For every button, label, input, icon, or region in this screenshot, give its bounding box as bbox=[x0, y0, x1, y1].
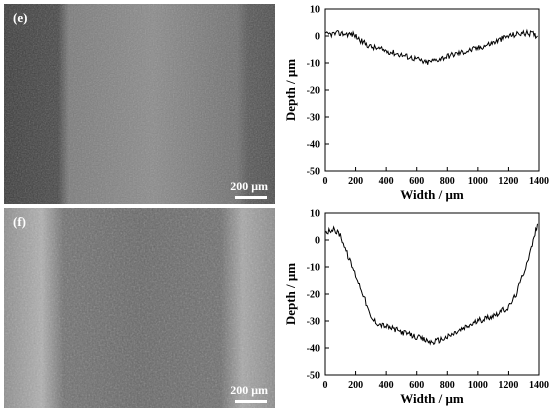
x-tick-label: 1000 bbox=[468, 380, 488, 391]
y-tick-label: -40 bbox=[307, 344, 320, 355]
y-tick-label: 0 bbox=[315, 236, 320, 247]
plot-frame bbox=[324, 212, 540, 376]
x-tick-label: 1000 bbox=[468, 176, 488, 187]
y-tick-label: -10 bbox=[307, 263, 320, 274]
scale-bar-f bbox=[235, 400, 267, 403]
depth-profile-line bbox=[324, 223, 538, 346]
y-axis-label: Depth / μm bbox=[283, 263, 298, 325]
panel-label-f: (f) bbox=[13, 214, 26, 229]
y-tick-label: -50 bbox=[307, 371, 320, 382]
depth-profile-line bbox=[324, 28, 538, 65]
y-tick-label: -10 bbox=[307, 59, 320, 70]
x-tick-label: 600 bbox=[409, 176, 424, 187]
y-tick-label: -20 bbox=[307, 86, 320, 97]
scale-bar-label-e: 200 μm bbox=[230, 179, 268, 193]
sem-image-e: (e) 200 μm bbox=[4, 4, 275, 204]
x-tick-label: 0 bbox=[323, 380, 328, 391]
y-axis-label: Depth / μm bbox=[283, 59, 298, 121]
y-tick-label: 0 bbox=[315, 32, 320, 43]
x-tick-label: 1200 bbox=[498, 380, 518, 391]
x-tick-label: 400 bbox=[379, 380, 394, 391]
y-tick-label: 10 bbox=[310, 209, 320, 220]
x-tick-label: 200 bbox=[348, 176, 363, 187]
x-tick-label: 800 bbox=[440, 176, 455, 187]
y-tick-label: -20 bbox=[307, 290, 320, 301]
sem-micrograph-f bbox=[4, 208, 275, 408]
y-tick-label: -30 bbox=[307, 317, 320, 328]
y-tick-label: -30 bbox=[307, 113, 320, 124]
scale-bar-label-f: 200 μm bbox=[230, 383, 268, 397]
x-tick-label: 1200 bbox=[498, 176, 518, 187]
x-tick-label: 0 bbox=[323, 176, 328, 187]
y-tick-label: -40 bbox=[307, 140, 320, 151]
scale-bar-e bbox=[235, 196, 267, 199]
x-tick-label: 400 bbox=[379, 176, 394, 187]
x-tick-label: 1400 bbox=[529, 380, 549, 391]
sem-image-f: (f) 200 μm bbox=[4, 208, 275, 408]
y-tick-label: -50 bbox=[307, 167, 320, 178]
x-axis-label: Width / μm bbox=[400, 187, 464, 202]
x-tick-label: 1400 bbox=[529, 176, 549, 187]
x-tick-label: 800 bbox=[440, 380, 455, 391]
panel-label-e: (e) bbox=[13, 10, 28, 25]
sem-micrograph-e bbox=[4, 4, 275, 204]
x-axis-label: Width / μm bbox=[400, 391, 464, 406]
y-tick-label: 10 bbox=[310, 5, 320, 16]
x-tick-label: 200 bbox=[348, 380, 363, 391]
x-tick-label: 600 bbox=[409, 380, 424, 391]
